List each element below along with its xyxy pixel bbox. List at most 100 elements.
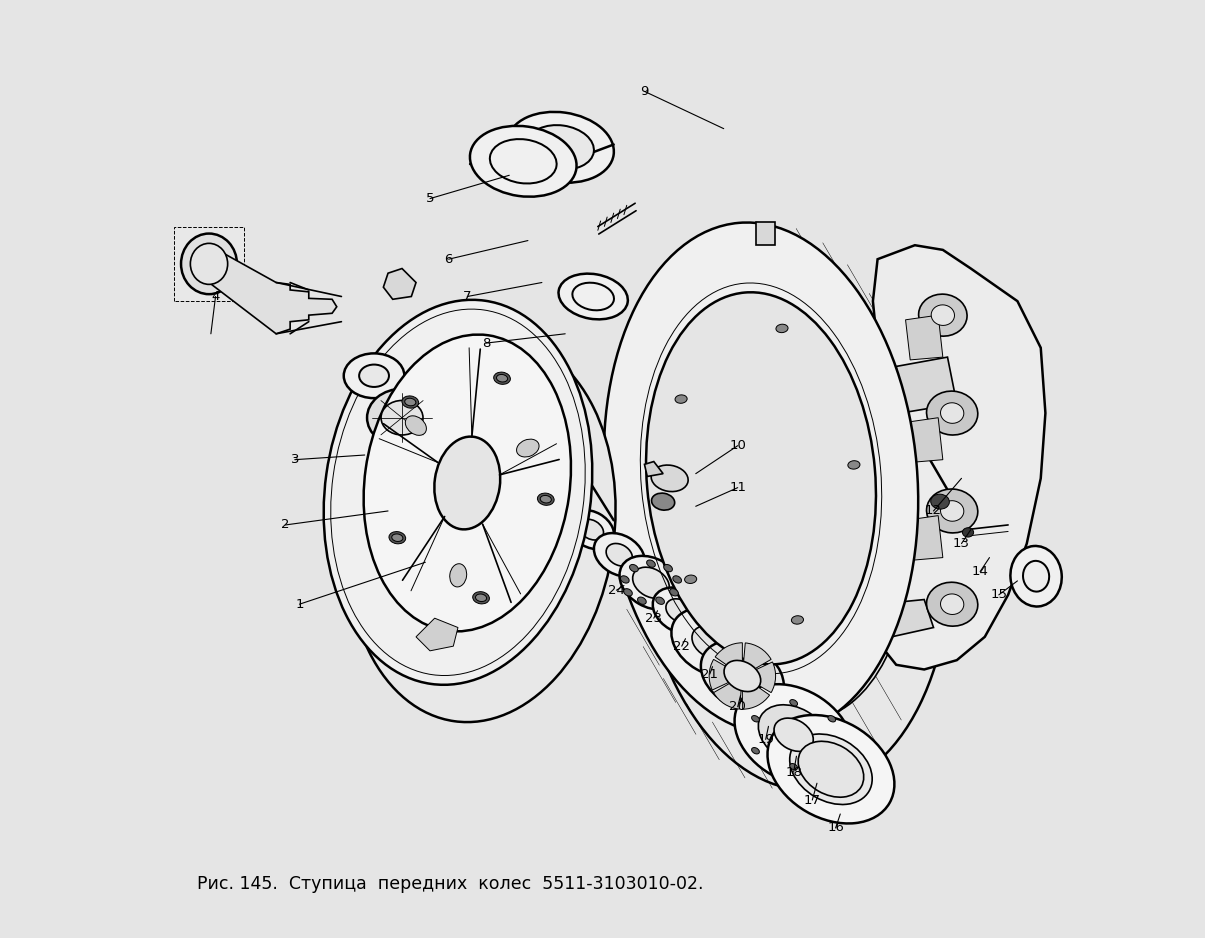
Ellipse shape — [963, 528, 974, 537]
Ellipse shape — [701, 641, 784, 711]
Ellipse shape — [651, 465, 688, 492]
Ellipse shape — [941, 501, 964, 522]
Ellipse shape — [434, 436, 500, 529]
Polygon shape — [905, 417, 942, 462]
Text: 1: 1 — [295, 598, 304, 611]
Ellipse shape — [476, 594, 487, 601]
Ellipse shape — [927, 391, 977, 435]
Ellipse shape — [637, 598, 646, 604]
Ellipse shape — [190, 243, 228, 284]
Ellipse shape — [569, 510, 615, 549]
Text: 11: 11 — [729, 481, 746, 494]
Text: Рис. 145.  Ступица  передних  колес  5511-3103010-02.: Рис. 145. Ступица передних колес 5511-31… — [196, 875, 704, 893]
Text: 16: 16 — [827, 822, 844, 835]
Text: 3: 3 — [290, 453, 299, 466]
Ellipse shape — [774, 719, 813, 751]
Wedge shape — [713, 676, 742, 709]
Ellipse shape — [405, 399, 416, 406]
Ellipse shape — [359, 365, 389, 387]
Ellipse shape — [347, 337, 616, 722]
Ellipse shape — [692, 626, 731, 659]
Text: 15: 15 — [991, 588, 1007, 601]
Ellipse shape — [724, 660, 760, 691]
Text: 8: 8 — [482, 337, 490, 350]
Ellipse shape — [653, 587, 707, 634]
Ellipse shape — [507, 112, 613, 183]
Ellipse shape — [672, 576, 682, 583]
Ellipse shape — [927, 582, 977, 627]
Text: 18: 18 — [786, 765, 803, 779]
Text: 12: 12 — [925, 505, 942, 518]
Ellipse shape — [1023, 561, 1050, 592]
Ellipse shape — [647, 560, 656, 567]
Text: 10: 10 — [729, 439, 746, 452]
Ellipse shape — [918, 295, 968, 336]
Ellipse shape — [930, 494, 950, 509]
Ellipse shape — [768, 715, 894, 824]
Ellipse shape — [828, 748, 836, 754]
Text: 14: 14 — [971, 565, 988, 578]
Polygon shape — [905, 516, 942, 560]
Wedge shape — [742, 676, 770, 709]
Ellipse shape — [181, 234, 237, 295]
Ellipse shape — [405, 416, 427, 435]
Polygon shape — [416, 618, 458, 651]
Text: 21: 21 — [701, 668, 718, 681]
Ellipse shape — [537, 493, 554, 506]
Ellipse shape — [941, 594, 964, 614]
Polygon shape — [174, 227, 243, 301]
Text: 19: 19 — [757, 733, 774, 746]
Ellipse shape — [368, 389, 437, 446]
Ellipse shape — [828, 716, 836, 722]
Ellipse shape — [472, 592, 489, 604]
Text: 17: 17 — [804, 794, 821, 807]
Polygon shape — [757, 222, 775, 245]
Polygon shape — [383, 268, 416, 299]
Wedge shape — [710, 659, 742, 690]
Ellipse shape — [364, 335, 571, 631]
Polygon shape — [208, 245, 336, 334]
Ellipse shape — [470, 126, 576, 197]
Ellipse shape — [449, 564, 466, 587]
Ellipse shape — [789, 764, 798, 770]
Ellipse shape — [671, 608, 752, 676]
Ellipse shape — [752, 716, 759, 722]
Polygon shape — [905, 315, 942, 360]
Ellipse shape — [670, 589, 678, 596]
Ellipse shape — [624, 589, 633, 596]
Text: 22: 22 — [674, 640, 690, 653]
Ellipse shape — [735, 684, 853, 785]
Ellipse shape — [636, 279, 951, 790]
Ellipse shape — [1011, 546, 1062, 607]
Ellipse shape — [666, 598, 694, 623]
Ellipse shape — [792, 615, 804, 624]
Ellipse shape — [776, 325, 788, 333]
Ellipse shape — [764, 696, 776, 712]
Text: 24: 24 — [609, 583, 625, 597]
Text: 6: 6 — [445, 252, 453, 265]
Ellipse shape — [675, 395, 687, 403]
Ellipse shape — [604, 222, 918, 734]
Text: 4: 4 — [211, 290, 219, 303]
Ellipse shape — [927, 489, 977, 533]
Polygon shape — [645, 461, 663, 477]
Text: 13: 13 — [953, 537, 970, 550]
Ellipse shape — [931, 305, 954, 325]
Ellipse shape — [540, 495, 552, 503]
Ellipse shape — [496, 374, 507, 382]
Ellipse shape — [490, 139, 557, 184]
Text: 9: 9 — [640, 84, 648, 98]
Ellipse shape — [527, 125, 594, 170]
Ellipse shape — [941, 402, 964, 423]
Ellipse shape — [633, 567, 669, 598]
Ellipse shape — [789, 734, 872, 805]
Wedge shape — [742, 662, 776, 692]
Wedge shape — [742, 643, 771, 676]
Ellipse shape — [646, 293, 876, 664]
Text: 7: 7 — [463, 290, 471, 303]
Ellipse shape — [619, 556, 682, 610]
Ellipse shape — [392, 534, 402, 541]
Polygon shape — [864, 245, 1046, 670]
Text: 20: 20 — [729, 701, 746, 713]
Ellipse shape — [572, 282, 615, 310]
